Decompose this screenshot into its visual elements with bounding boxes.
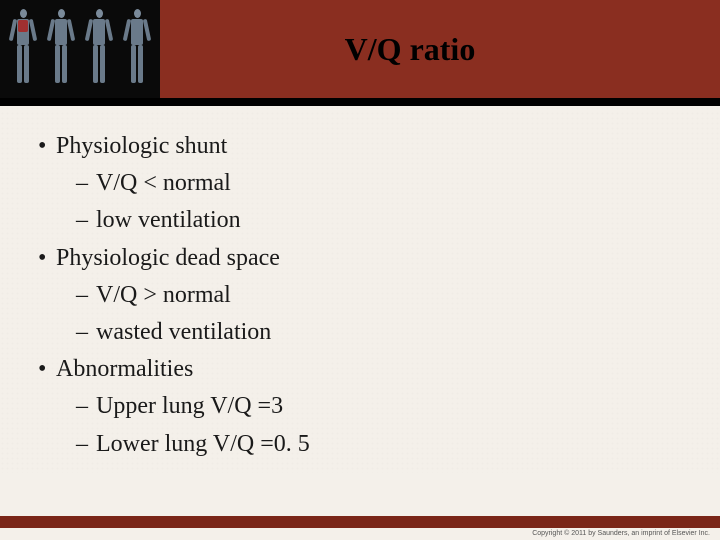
footer-bar (0, 516, 720, 528)
dash-text: low ventilation (96, 207, 241, 233)
slide-header: V/Q ratio (0, 0, 720, 98)
dash-text: V/Q < normal (96, 170, 231, 196)
header-anatomy-image (0, 0, 160, 98)
bullet-text: Abnormalities (56, 356, 193, 382)
dash-item: wasted ventilation (38, 314, 702, 351)
bullet-text: Physiologic dead space (56, 245, 280, 271)
dash-text: Upper lung V/Q =3 (96, 393, 283, 419)
bullet-item: Physiologic dead space (38, 240, 702, 277)
dash-item: V/Q < normal (38, 165, 702, 202)
anatomy-figure-3 (85, 9, 113, 89)
slide-body: Physiologic shunt V/Q < normal low venti… (0, 106, 720, 473)
dash-text: V/Q > normal (96, 282, 231, 308)
anatomy-figure-2 (47, 9, 75, 89)
dash-text: Lower lung V/Q =0. 5 (96, 431, 310, 457)
dash-item: Lower lung V/Q =0. 5 (38, 426, 702, 463)
anatomy-figure-1 (9, 9, 37, 89)
slide-title: V/Q ratio (160, 31, 720, 68)
footer-copyright: Copyright © 2011 by Saunders, an imprint… (0, 528, 720, 540)
bullet-item: Physiologic shunt (38, 128, 702, 165)
dash-item: V/Q > normal (38, 277, 702, 314)
slide-footer: Copyright © 2011 by Saunders, an imprint… (0, 516, 720, 540)
bullet-text: Physiologic shunt (56, 133, 227, 159)
bullet-item: Abnormalities (38, 351, 702, 388)
dash-item: Upper lung V/Q =3 (38, 388, 702, 425)
header-divider (0, 98, 720, 106)
dash-item: low ventilation (38, 202, 702, 239)
anatomy-figure-4 (123, 9, 151, 89)
dash-text: wasted ventilation (96, 319, 271, 345)
